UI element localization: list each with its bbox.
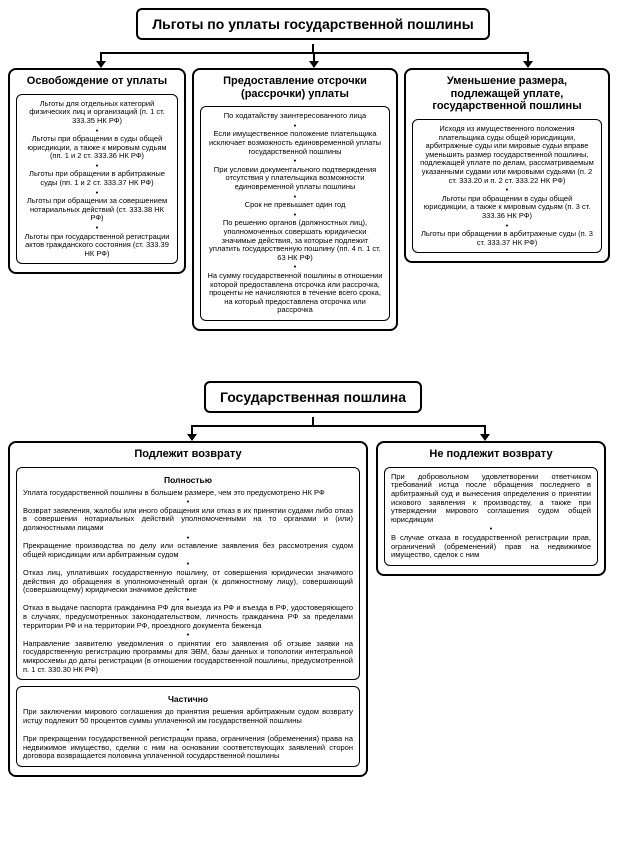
list-item: Льготы при обращении в арбитражные суды …	[23, 162, 171, 188]
list-item: При прекращении государственной регистра…	[23, 726, 353, 760]
list-item: Отказ в выдаче паспорта гражданина РФ дл…	[23, 596, 353, 630]
top-col-2: Уменьшение размера, подлежащей уплате, г…	[404, 68, 610, 263]
col-title: Предоставление отсрочки (рассрочки) упла…	[200, 75, 390, 100]
bullet-list: При заключении мирового соглашения до пр…	[23, 708, 353, 761]
list-item: Отказ лиц, уплативших государственную по…	[23, 560, 353, 594]
list-item: По решению органов (должностных лиц), уп…	[207, 211, 383, 263]
bullet-list: Льготы для отдельных категорий физически…	[23, 100, 171, 259]
list-item: На сумму государственной пошлины в отнош…	[207, 263, 383, 315]
list-item: Исходя из имущественного положения плате…	[419, 125, 595, 185]
list-item: Возврат заявления, жалобы или иного обра…	[23, 498, 353, 532]
list-item: При условии документального подтверждени…	[207, 157, 383, 191]
list-item: По ходатайству заинтересованного лица	[207, 112, 383, 121]
list-item: Прекращение производства по делу или ост…	[23, 534, 353, 560]
list-item: В случае отказа в государственной регист…	[391, 525, 591, 559]
bottom-columns: Подлежит возврату Полностью Уплата госуд…	[8, 441, 618, 777]
list-item: Льготы при обращении за совершением нота…	[23, 189, 171, 223]
list-item: Направление заявителю уведомления о прин…	[23, 631, 353, 674]
inner-box: Льготы для отдельных категорий физически…	[16, 94, 178, 265]
inner-box: При добровольном удовлетворении ответчик…	[384, 467, 598, 566]
list-item: Льготы при обращении в суды общей юрисди…	[419, 186, 595, 220]
section-heading: Частично	[23, 694, 353, 704]
list-item: Льготы при обращении в суды общей юрисди…	[23, 127, 171, 161]
top-col-0: Освобождение от уплаты Льготы для отдель…	[8, 68, 186, 274]
inner-box: Частично При заключении мирового соглаше…	[16, 686, 360, 767]
list-item: При добровольном удовлетворении ответчик…	[391, 473, 591, 525]
list-item: Льготы для отдельных категорий физически…	[23, 100, 171, 126]
inner-box: Исходя из имущественного положения плате…	[412, 119, 602, 254]
list-item: При заключении мирового соглашения до пр…	[23, 708, 353, 725]
list-item: Льготы при обращении в арбитражные суды …	[419, 222, 595, 248]
inner-box: Полностью Уплата государственной пошлины…	[16, 467, 360, 681]
list-item: Если имущественное положение плательщика…	[207, 122, 383, 156]
bullet-list: Уплата государственной пошлины в большем…	[23, 489, 353, 675]
bullet-list: Исходя из имущественного положения плате…	[419, 125, 595, 248]
list-item: Льготы при государственной регистрации а…	[23, 224, 171, 258]
section-heading: Полностью	[23, 475, 353, 485]
inner-box: По ходатайству заинтересованного лицаЕсл…	[200, 106, 390, 321]
bullet-list: При добровольном удовлетворении ответчик…	[391, 473, 591, 560]
bottom-col-1: Не подлежит возврату При добровольном уд…	[376, 441, 606, 576]
top-col-1: Предоставление отсрочки (рассрочки) упла…	[192, 68, 398, 331]
bullet-list: По ходатайству заинтересованного лицаЕсл…	[207, 112, 383, 315]
col-title: Уменьшение размера, подлежащей уплате, г…	[412, 75, 602, 113]
vertical-gap	[8, 331, 618, 381]
col-title: Освобождение от уплаты	[16, 75, 178, 88]
top-connector	[8, 44, 618, 68]
bottom-header: Государственная пошлина	[204, 381, 422, 413]
list-item: Уплата государственной пошлины в большем…	[23, 489, 353, 498]
col-title: Подлежит возврату	[16, 448, 360, 461]
bottom-connector	[8, 417, 618, 441]
top-columns: Освобождение от уплаты Льготы для отдель…	[8, 68, 618, 331]
list-item: Срок не превышает один год	[207, 193, 383, 210]
bottom-col-0: Подлежит возврату Полностью Уплата госуд…	[8, 441, 368, 777]
top-header: Льготы по уплаты государственной пошлины	[136, 8, 489, 40]
col-title: Не подлежит возврату	[384, 448, 598, 461]
